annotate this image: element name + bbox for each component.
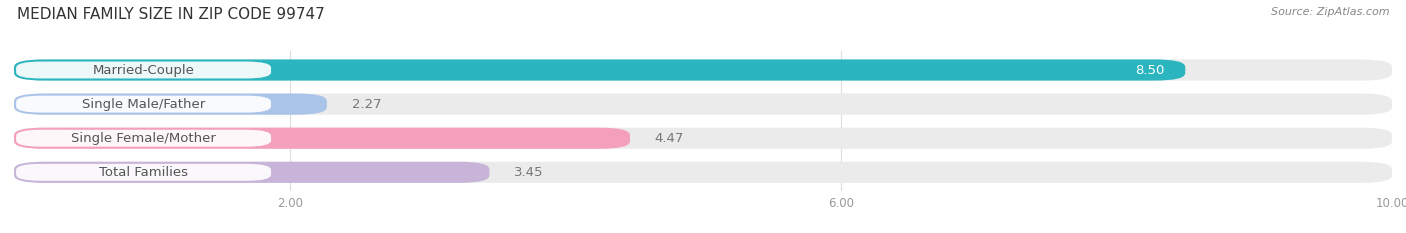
FancyBboxPatch shape (14, 59, 1392, 81)
FancyBboxPatch shape (14, 162, 1392, 183)
FancyBboxPatch shape (15, 62, 271, 79)
Text: 4.47: 4.47 (655, 132, 685, 145)
Text: 2.27: 2.27 (352, 98, 381, 111)
Text: 3.45: 3.45 (515, 166, 544, 179)
FancyBboxPatch shape (15, 164, 271, 181)
Text: 8.50: 8.50 (1135, 64, 1164, 76)
Text: Married-Couple: Married-Couple (93, 64, 194, 76)
FancyBboxPatch shape (14, 128, 630, 149)
FancyBboxPatch shape (14, 93, 326, 115)
FancyBboxPatch shape (14, 59, 1185, 81)
FancyBboxPatch shape (14, 162, 489, 183)
Text: Source: ZipAtlas.com: Source: ZipAtlas.com (1271, 7, 1389, 17)
FancyBboxPatch shape (15, 96, 271, 113)
Text: MEDIAN FAMILY SIZE IN ZIP CODE 99747: MEDIAN FAMILY SIZE IN ZIP CODE 99747 (17, 7, 325, 22)
Text: Single Male/Father: Single Male/Father (82, 98, 205, 111)
Text: Single Female/Mother: Single Female/Mother (72, 132, 217, 145)
FancyBboxPatch shape (14, 93, 1392, 115)
FancyBboxPatch shape (14, 128, 1392, 149)
FancyBboxPatch shape (15, 130, 271, 147)
Text: Total Families: Total Families (98, 166, 188, 179)
